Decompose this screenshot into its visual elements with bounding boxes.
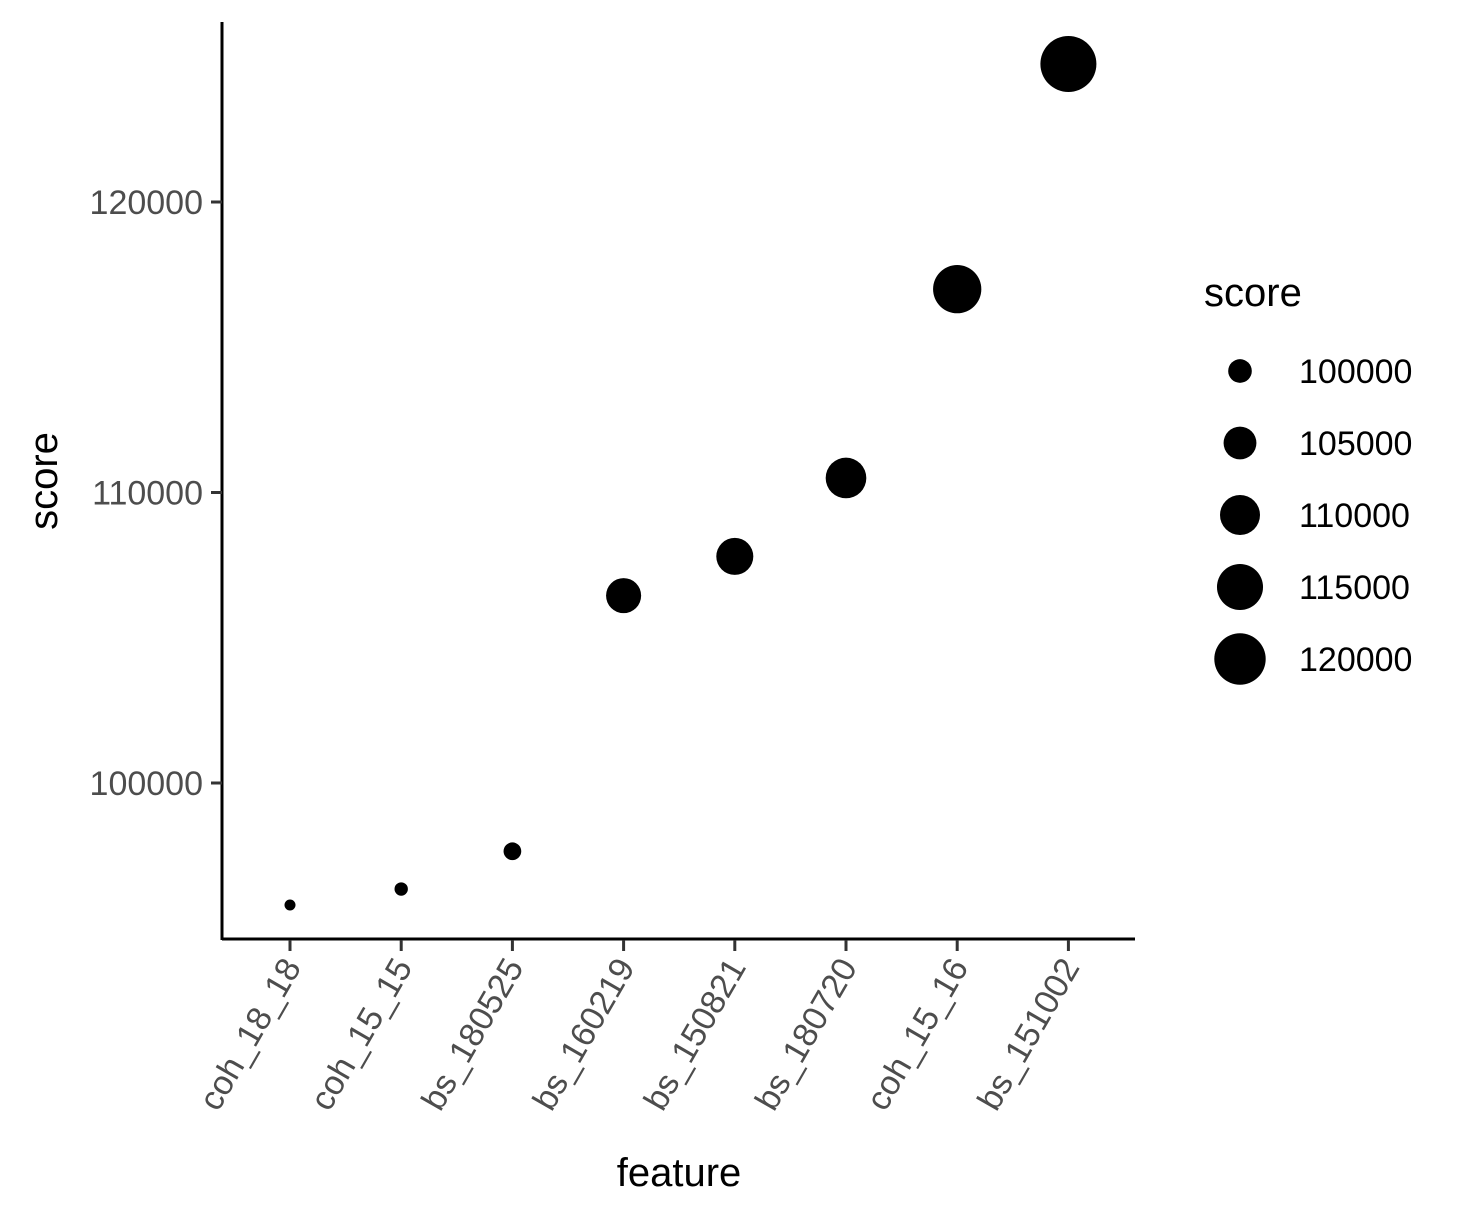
data-point [825,457,867,499]
data-point [716,537,754,575]
data-point [284,899,296,911]
legend-entries: 100000 105000 110000 115000 120000 [1214,353,1412,685]
y-tick-label: 110000 [92,475,203,513]
legend-key [1216,563,1264,611]
x-tick-label: coh_15_15 [303,952,420,1117]
legend-label: 115000 [1299,569,1410,607]
y-tick-label: 100000 [90,765,203,803]
legend-label: 110000 [1299,497,1410,535]
y-tick-label: 120000 [90,184,203,222]
legend-label: 100000 [1299,353,1412,391]
x-tick-label: bs_150821 [637,952,754,1117]
legend-key [1220,495,1260,535]
data-point [606,578,642,614]
x-tick-label: coh_18_18 [192,952,309,1117]
x-tick-label: bs_180720 [748,952,865,1117]
data-point [933,265,982,314]
x-tick-label: bs_180525 [414,952,531,1117]
legend-key [1228,359,1252,383]
data-point [1040,36,1097,93]
data-point [503,842,522,861]
legend-label: 120000 [1299,641,1412,679]
data-point [394,882,408,896]
x-tick-label: coh_15_16 [859,952,976,1117]
x-axis-title: feature [617,1151,742,1195]
x-ticks: coh_18_18coh_15_15bs_180525bs_160219bs_1… [192,940,1087,1117]
legend-key [1223,426,1257,460]
legend-key [1214,633,1266,685]
points-layer [284,36,1097,911]
x-tick-label: bs_151002 [970,952,1087,1117]
legend-title: score [1204,271,1302,315]
y-ticks: 100000 110000 120000 [90,184,222,803]
y-axis-title: score [22,432,66,530]
legend-label: 105000 [1299,425,1412,463]
x-tick-label: bs_160219 [525,952,642,1117]
legend: score 100000 105000 110000 115000 120000 [1204,271,1412,685]
